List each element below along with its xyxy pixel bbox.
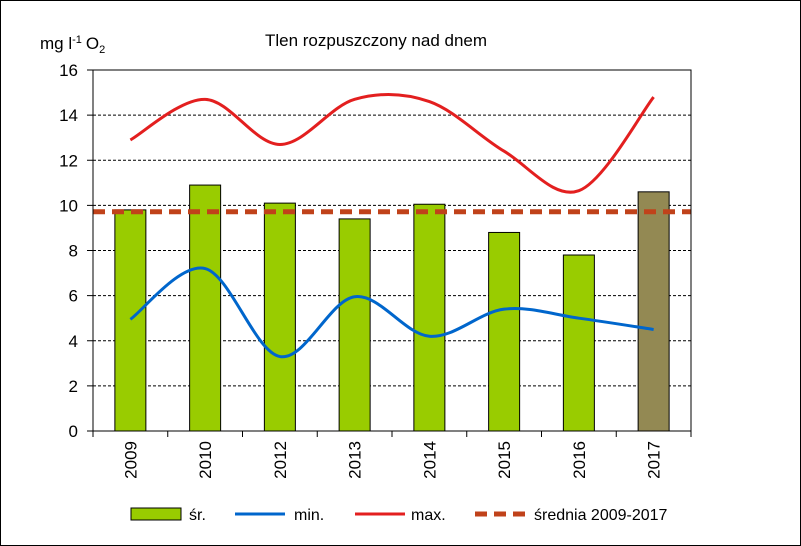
y-tick-label: 2	[69, 377, 78, 396]
bar-2013	[338, 218, 371, 432]
bar-2012	[263, 202, 296, 432]
line-series-max	[129, 92, 655, 194]
y-tick-label: 0	[69, 422, 78, 441]
x-tick-label: 2010	[196, 441, 215, 479]
plot-area-border	[92, 69, 692, 432]
legend-swatch-bar	[130, 507, 182, 521]
line-series-min	[129, 266, 654, 359]
legend-label: śr.	[189, 507, 206, 524]
y-tick-label: 16	[59, 61, 78, 80]
x-tick-label: 2017	[645, 441, 664, 479]
bar-2010	[189, 184, 222, 432]
legend-label: max.	[411, 507, 446, 524]
y-tick-label: 12	[59, 151, 78, 170]
y-axis-label: mg l-1 O2	[40, 34, 105, 56]
x-tick-label: 2012	[271, 441, 290, 479]
y-tick-label: 6	[69, 287, 78, 306]
x-tick-label: 2016	[570, 441, 589, 479]
bar-2015	[488, 231, 521, 432]
x-tick-label: 2013	[346, 441, 365, 479]
x-tick-label: 2015	[495, 441, 514, 479]
y-tick-label: 8	[69, 242, 78, 261]
legend-label: min.	[294, 507, 324, 524]
chart-title: Tlen rozpuszczony nad dnem	[265, 31, 487, 50]
y-tick-label: 14	[59, 106, 78, 125]
y-tick-label: 4	[69, 332, 78, 351]
bar-2014	[413, 203, 446, 432]
x-tick-label: 2009	[121, 441, 140, 479]
y-tick-label: 10	[59, 196, 78, 215]
x-tick-label: 2014	[420, 441, 439, 479]
bar-2016	[562, 254, 595, 432]
bar-2009	[114, 209, 147, 432]
bar-2017	[637, 191, 670, 432]
legend-label: średnia 2009-2017	[534, 507, 668, 524]
